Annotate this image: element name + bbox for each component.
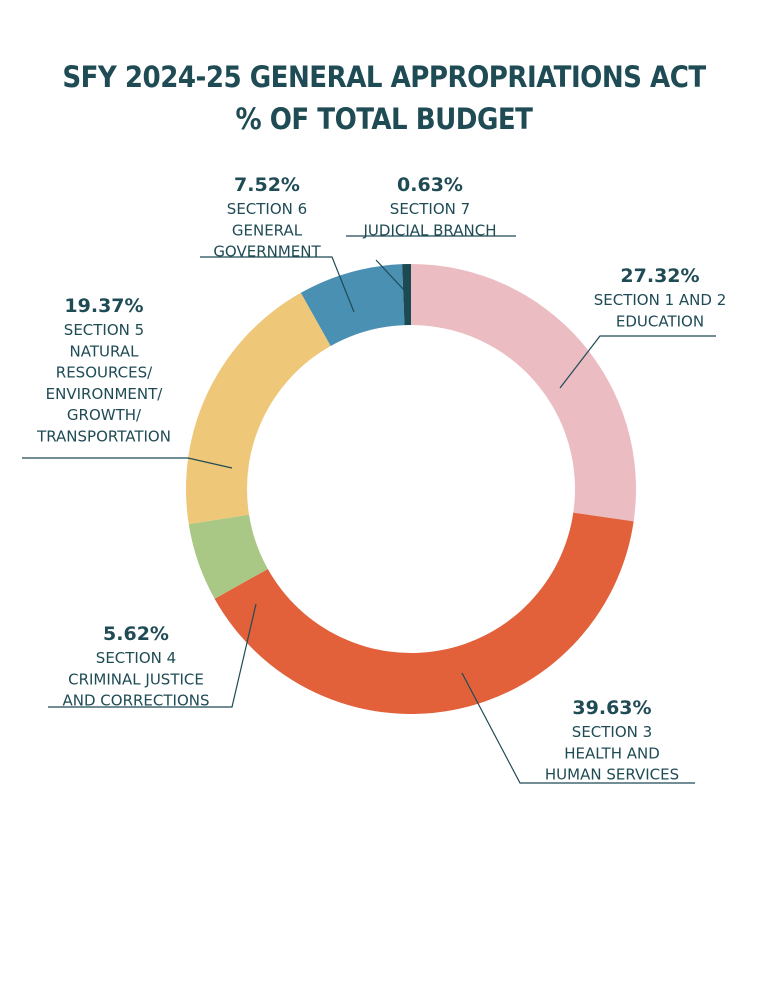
- slice-label-line: SECTION 1 AND 2: [594, 291, 727, 309]
- slice-label-line: GOVERNMENT: [213, 243, 321, 261]
- slice-label-line: HUMAN SERVICES: [545, 766, 679, 784]
- slice-health-human-services: [214, 512, 634, 715]
- slice-labels: 27.32% SECTION 1 AND 2 EDUCATION 39.63% SECT…: [36, 174, 726, 784]
- slice-label-line: EDUCATION: [616, 312, 704, 330]
- slice-label-line: SECTION 3: [572, 723, 652, 741]
- leader-line: [200, 256, 355, 313]
- slice-percent: 0.63%: [397, 174, 463, 196]
- leader-line: [48, 603, 257, 708]
- label-judicial-branch: 0.63% SECTION 7 JUDICIAL BRANCH: [362, 174, 496, 239]
- leader-lines: [22, 235, 716, 784]
- leader-line: [22, 457, 233, 469]
- slice-label-line: JUDICIAL BRANCH: [362, 221, 496, 239]
- slice-label-line: CRIMINAL JUSTICE: [68, 670, 204, 688]
- label-natural-resources: 19.37% SECTION 5 NATURAL RESOURCES/ENVIRONM…: [36, 295, 171, 446]
- slice-label-line: SECTION 6: [227, 200, 307, 218]
- slice-label-line: AND CORRECTIONS: [62, 692, 209, 710]
- chart-title-line-2: % OF TOTAL BUDGET: [235, 102, 533, 136]
- slice-percent: 5.62%: [103, 623, 169, 645]
- slice-judicial-branch: [402, 264, 411, 326]
- slice-label-line: ENVIRONMENT/: [46, 385, 164, 403]
- chart-title-line-1: SFY 2024-25 GENERAL APPROPRIATIONS ACT: [62, 60, 706, 94]
- label-health-human-services: 39.63% SECTION 3 HEALTH AND HUMAN SERVICES: [545, 697, 679, 784]
- slice-label-line: GROWTH/: [67, 406, 142, 424]
- slice-label-line: HEALTH AND: [564, 744, 660, 762]
- donut-slices: [186, 264, 637, 715]
- slice-label-line: RESOURCES/: [56, 364, 153, 382]
- slice-criminal-justice: [188, 514, 268, 599]
- slice-label-line: SECTION 4: [96, 649, 176, 667]
- slice-education: [411, 264, 637, 522]
- label-criminal-justice: 5.62% SECTION 4 CRIMINAL JUSTICE AND CORREC…: [62, 623, 209, 710]
- slice-percent: 7.52%: [234, 174, 300, 196]
- slice-percent: 39.63%: [572, 697, 651, 719]
- leader-line: [559, 335, 716, 389]
- leader-line: [461, 672, 695, 784]
- slice-percent: 19.37%: [64, 295, 143, 317]
- label-general-government: 7.52% SECTION 6 GENERAL GOVERNMENT: [213, 174, 321, 261]
- slice-label-line: SECTION 5: [64, 321, 144, 339]
- label-education: 27.32% SECTION 1 AND 2 EDUCATION: [594, 265, 727, 330]
- leader-line: [375, 259, 405, 291]
- slice-percent: 27.32%: [620, 265, 699, 287]
- slice-label-line: NATURAL: [70, 342, 140, 360]
- slice-label-line: TRANSPORTATION: [36, 428, 171, 446]
- slice-natural-resources: [186, 292, 331, 525]
- slice-label-line: GENERAL: [232, 221, 303, 239]
- slice-general-government: [300, 264, 405, 346]
- slice-label-line: SECTION 7: [390, 200, 470, 218]
